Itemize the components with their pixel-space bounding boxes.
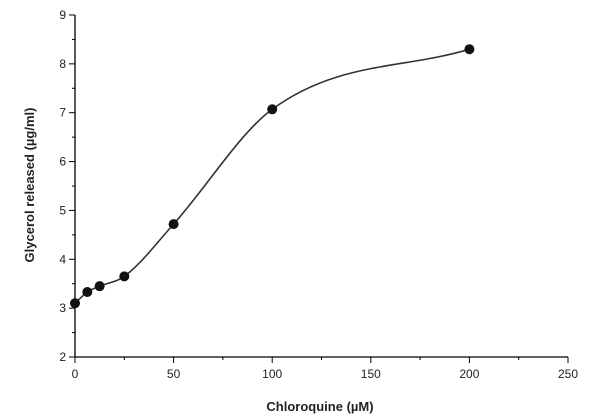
data-points [70,44,475,309]
axes: 2 3 4 5 6 7 8 9 0 50 100 150 200 250 [59,8,578,381]
y-tick-label: 3 [59,301,66,315]
data-point [70,298,80,309]
data-point [168,219,179,230]
x-tick-label: 0 [72,367,79,381]
x-tick-label: 100 [262,367,282,381]
y-tick-label: 9 [59,8,66,22]
x-tick-label: 150 [361,367,381,381]
y-tick-label: 5 [59,203,66,217]
y-tick-label: 4 [59,252,66,266]
y-tick-label: 6 [59,155,66,169]
y-axis-title: Glycerol released (µg/ml) [22,108,37,263]
y-tick-label: 8 [59,57,66,71]
y-tick-label: 2 [59,350,66,364]
x-tick-label: 200 [459,367,479,381]
data-point [464,44,475,55]
x-tick-label: 250 [558,367,578,381]
fit-curve [74,48,470,304]
y-tick-label: 7 [59,106,66,120]
data-point [119,271,130,282]
data-point [94,281,105,292]
x-tick-label: 50 [167,367,181,381]
data-point [267,104,278,115]
x-axis-title: Chloroquine (µM) [266,399,373,414]
data-point [82,287,93,298]
